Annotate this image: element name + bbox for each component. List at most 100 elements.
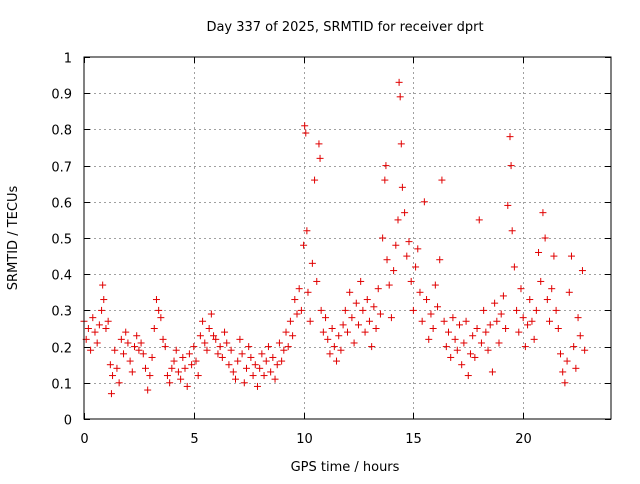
- data-point: [427, 310, 435, 318]
- data-point: [506, 133, 514, 141]
- data-point: [199, 317, 207, 325]
- data-point: [499, 292, 507, 300]
- data-point: [535, 248, 543, 256]
- data-point: [144, 386, 152, 394]
- y-tick-label: 0.2: [51, 342, 72, 357]
- y-tick-label: 0.9: [51, 88, 72, 103]
- data-point: [163, 372, 171, 380]
- data-point: [475, 216, 483, 224]
- data-point: [122, 328, 130, 336]
- data-point: [324, 335, 332, 343]
- data-point: [319, 328, 327, 336]
- data-point: [262, 357, 270, 365]
- data-point: [234, 357, 242, 365]
- data-point: [397, 140, 405, 148]
- chart-title: Day 337 of 2025, SRMTID for receiver dpr…: [206, 20, 483, 35]
- data-point: [286, 317, 294, 325]
- data-point: [247, 353, 255, 361]
- data-point: [567, 252, 575, 260]
- data-point: [471, 353, 479, 361]
- data-point: [185, 350, 193, 358]
- data-point: [267, 368, 275, 376]
- data-point: [326, 350, 334, 358]
- grid: [84, 57, 611, 419]
- data-point: [359, 306, 367, 314]
- data-point: [363, 296, 371, 304]
- data-point: [493, 317, 501, 325]
- data-point: [157, 314, 165, 322]
- data-point: [434, 303, 442, 311]
- y-axis-label: SRMTID / TECUs: [6, 186, 21, 291]
- data-point: [416, 288, 424, 296]
- data-point: [451, 335, 459, 343]
- data-point: [382, 162, 390, 170]
- data-point: [126, 357, 134, 365]
- data-point: [93, 339, 101, 347]
- data-point: [486, 321, 494, 329]
- data-point: [556, 350, 564, 358]
- data-point: [264, 343, 272, 351]
- data-point: [563, 357, 571, 365]
- data-point: [207, 310, 215, 318]
- data-point: [376, 310, 384, 318]
- data-point: [117, 335, 125, 343]
- data-point: [559, 368, 567, 376]
- data-point: [477, 339, 485, 347]
- data-point: [504, 201, 512, 209]
- data-point: [275, 339, 283, 347]
- data-point: [507, 162, 515, 170]
- data-point: [447, 353, 455, 361]
- data-point: [113, 364, 121, 372]
- data-point: [155, 306, 163, 314]
- data-point: [280, 346, 288, 354]
- data-point: [161, 343, 169, 351]
- data-point: [502, 325, 510, 332]
- y-tick-label: 0.8: [51, 124, 72, 139]
- data-point: [526, 296, 534, 304]
- data-point: [442, 343, 450, 351]
- data-point: [236, 335, 244, 343]
- data-point: [532, 306, 540, 314]
- data-point: [361, 328, 369, 336]
- data-point: [214, 350, 222, 358]
- data-point: [91, 328, 99, 336]
- data-point: [148, 353, 156, 361]
- data-point: [295, 285, 303, 293]
- data-point: [565, 288, 573, 296]
- data-point: [258, 350, 266, 358]
- data-point: [216, 343, 224, 351]
- data-point: [137, 339, 145, 347]
- data-point: [172, 346, 180, 354]
- data-point: [245, 343, 253, 351]
- y-tick-label: 0.3: [51, 305, 72, 320]
- data-point: [249, 372, 257, 380]
- data-point: [139, 350, 147, 358]
- data-point: [115, 379, 123, 387]
- data-point: [379, 234, 387, 242]
- data-point: [273, 361, 281, 369]
- data-point: [517, 285, 525, 293]
- y-tick-label: 0.6: [51, 197, 72, 212]
- data-point: [313, 277, 321, 285]
- data-point: [111, 346, 119, 354]
- data-point: [469, 332, 477, 340]
- data-point: [370, 303, 378, 311]
- data-point: [188, 361, 196, 369]
- data-point: [530, 335, 538, 343]
- data-point: [405, 238, 413, 246]
- data-point: [306, 317, 314, 325]
- data-point: [581, 346, 589, 354]
- data-point: [335, 332, 343, 340]
- data-point: [394, 216, 402, 224]
- data-point: [232, 375, 240, 383]
- data-point: [528, 317, 536, 325]
- data-point: [396, 93, 404, 101]
- data-point: [572, 364, 580, 372]
- y-tick-label: 0.4: [51, 269, 72, 284]
- x-axis-label: GPS time / hours: [291, 460, 400, 475]
- data-point: [554, 325, 562, 332]
- data-point: [455, 321, 463, 329]
- x-tick-label: 20: [515, 432, 532, 447]
- data-point: [87, 346, 95, 354]
